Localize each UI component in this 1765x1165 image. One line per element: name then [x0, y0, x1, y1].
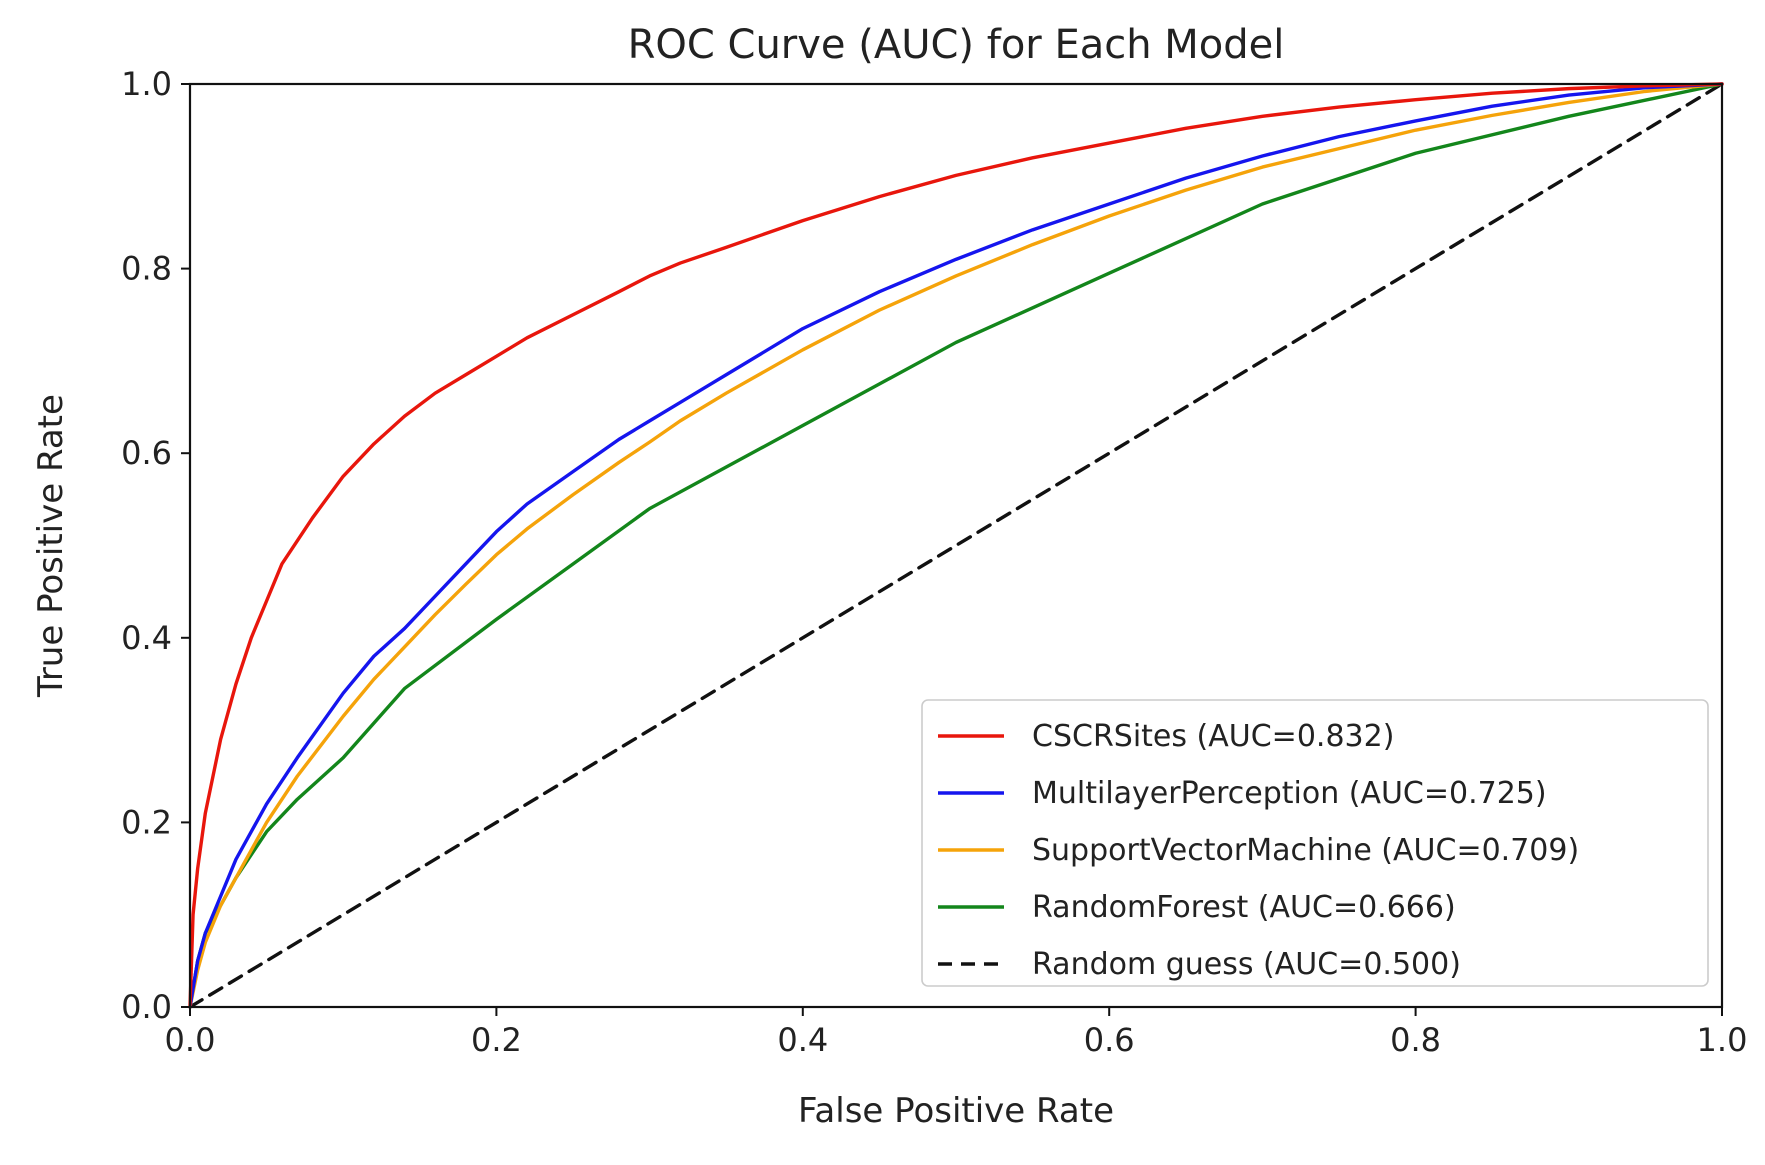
y-tick-label: 0.2: [121, 803, 172, 841]
series-line-0: [188, 82, 1724, 1009]
series-line-1: [188, 82, 1724, 1009]
x-tick-label: 0.6: [1084, 1021, 1135, 1059]
x-axis-label: False Positive Rate: [798, 1091, 1114, 1131]
legend: CSCRSites (AUC=0.832) MultilayerPerceptio…: [921, 699, 1709, 987]
y-axis-label: True Positive Rate: [31, 394, 71, 698]
legend-label-2: SupportVectorMachine (AUC=0.709): [1032, 833, 1579, 868]
x-tick-label: 0.4: [777, 1021, 828, 1059]
series-line-2: [188, 82, 1724, 1009]
x-tick-label: 1.0: [1697, 1021, 1748, 1059]
series-layer: [188, 82, 1724, 1009]
legend-label-0: CSCRSites (AUC=0.832): [1032, 719, 1394, 754]
y-tick-label: 0.8: [121, 250, 172, 288]
chart-title: ROC Curve (AUC) for Each Model: [628, 22, 1285, 68]
x-tick-label: 0.0: [165, 1021, 216, 1059]
y-axis: 0.0 0.2 0.4 0.6 0.8 1.0: [121, 65, 190, 1026]
y-tick-label: 0.4: [121, 619, 172, 657]
x-tick-label: 0.2: [471, 1021, 522, 1059]
series-line-4: [188, 82, 1724, 1009]
legend-box: [921, 699, 1709, 987]
y-tick-label: 0.6: [121, 434, 172, 472]
legend-label-1: MultilayerPerception (AUC=0.725): [1032, 776, 1547, 811]
legend-label-4: Random guess (AUC=0.500): [1032, 947, 1461, 982]
plot-frame: [188, 82, 1724, 1009]
legend-label-3: RandomForest (AUC=0.666): [1032, 890, 1456, 925]
y-tick-label: 1.0: [121, 65, 172, 103]
x-tick-label: 0.8: [1390, 1021, 1441, 1059]
x-axis: 0.0 0.2 0.4 0.6 0.8 1.0: [165, 1007, 1748, 1059]
y-tick-label: 0.0: [121, 988, 172, 1026]
